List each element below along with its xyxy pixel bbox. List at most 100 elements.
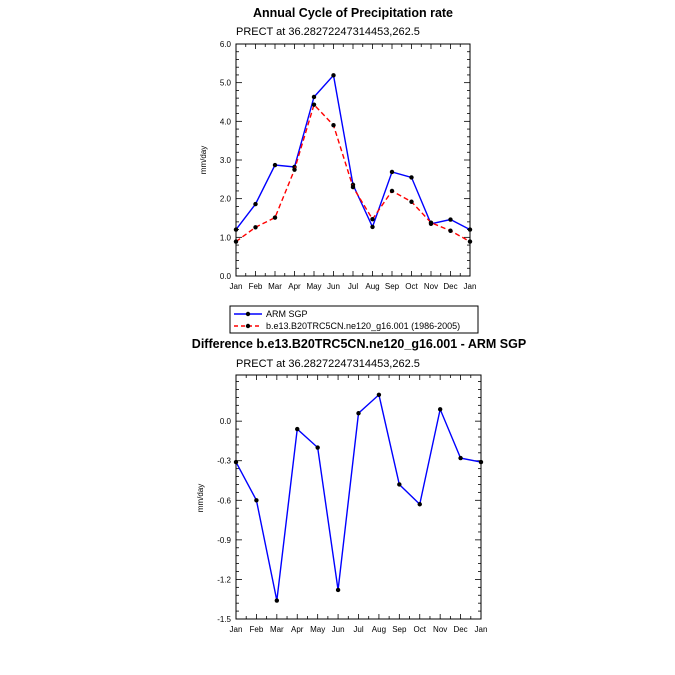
x-tick-label: Oct bbox=[405, 282, 418, 291]
x-tick-label: Jul bbox=[353, 625, 363, 634]
series-group bbox=[233, 392, 484, 603]
x-tick-label: Nov bbox=[424, 282, 438, 291]
y-axis-label: mm/day bbox=[199, 146, 208, 174]
legend-label-arm-sgp: ARM SGP bbox=[266, 309, 308, 319]
x-tick-label: Dec bbox=[443, 282, 457, 291]
annual-cycle-chart: Annual Cycle of Precipitation rate PRECT… bbox=[199, 6, 476, 291]
x-tick-label: Feb bbox=[250, 625, 264, 634]
data-point bbox=[315, 445, 320, 450]
x-tick-label: Jan bbox=[475, 625, 488, 634]
data-point bbox=[272, 215, 278, 220]
legend-label-model: b.e13.B20TRC5CN.ne120_g16.001 (1986-2005… bbox=[266, 321, 460, 331]
x-tick-label: Jan bbox=[464, 282, 477, 291]
x-tick-label: Apr bbox=[288, 282, 301, 291]
data-point bbox=[478, 459, 484, 465]
x-tick-label: Aug bbox=[372, 625, 386, 634]
y-tick-label: 5.0 bbox=[220, 79, 232, 88]
y-tick-labels: 0.0 1.0 2.0 3.0 4.0 5.0 6.0 bbox=[220, 40, 232, 281]
x-tick-label: May bbox=[306, 282, 321, 291]
chart-subtitle: PRECT at 36.28272247314453,262.5 bbox=[236, 26, 420, 38]
series-line-0 bbox=[235, 393, 482, 601]
x-tick-label: Apr bbox=[291, 625, 304, 634]
data-point bbox=[233, 239, 239, 244]
data-point bbox=[331, 73, 336, 78]
y-tick-label: -1.5 bbox=[217, 615, 231, 624]
data-point bbox=[467, 239, 473, 244]
x-tick-label: Nov bbox=[433, 625, 447, 634]
legend-marker-arm-sgp bbox=[245, 311, 251, 317]
data-point bbox=[311, 94, 317, 100]
axis-ticks bbox=[235, 375, 482, 620]
data-point bbox=[233, 459, 239, 465]
data-point bbox=[253, 225, 258, 230]
data-point bbox=[233, 227, 239, 232]
x-tick-labels: Jan Feb Mar Apr May Jun Jul Aug Sep Oct Nov Dec Jan bbox=[230, 625, 488, 634]
difference-chart: Difference b.e13.B20TRC5CN.ne120_g16.001… bbox=[192, 337, 526, 634]
y-tick-label: -0.9 bbox=[217, 536, 231, 545]
data-point bbox=[356, 411, 361, 416]
x-tick-label: Jan bbox=[230, 625, 243, 634]
y-axis-label: mm/day bbox=[196, 484, 205, 512]
data-point bbox=[254, 498, 259, 503]
data-point bbox=[272, 162, 278, 168]
data-point bbox=[467, 227, 473, 232]
data-point bbox=[409, 199, 414, 204]
data-point bbox=[274, 598, 280, 603]
y-tick-label: 0.0 bbox=[220, 272, 232, 281]
data-point bbox=[253, 201, 258, 207]
x-tick-label: Sep bbox=[385, 282, 400, 291]
data-point bbox=[389, 169, 395, 175]
data-point bbox=[370, 216, 375, 222]
y-tick-label: -0.3 bbox=[217, 457, 231, 466]
x-tick-label: Jan bbox=[230, 282, 243, 291]
series-group bbox=[233, 73, 473, 244]
data-point bbox=[370, 224, 375, 230]
y-tick-label: 2.0 bbox=[220, 195, 232, 204]
x-tick-label: Feb bbox=[249, 282, 263, 291]
x-tick-label: Jun bbox=[327, 282, 340, 291]
x-tick-label: Aug bbox=[365, 282, 379, 291]
x-tick-label: Sep bbox=[392, 625, 407, 634]
x-tick-label: Dec bbox=[453, 625, 467, 634]
data-point bbox=[417, 502, 422, 507]
data-point bbox=[458, 455, 463, 461]
y-tick-label: 3.0 bbox=[220, 156, 232, 165]
plot-frame bbox=[235, 43, 471, 277]
data-point bbox=[292, 167, 297, 172]
data-point bbox=[428, 220, 434, 225]
legend-box bbox=[229, 305, 479, 334]
y-tick-label: 6.0 bbox=[220, 40, 232, 49]
y-tick-label: -0.6 bbox=[217, 496, 231, 505]
data-point bbox=[311, 102, 317, 107]
axis-ticks bbox=[235, 43, 471, 277]
y-tick-label: 0.0 bbox=[220, 417, 232, 426]
y-tick-labels: -1.5 -1.2 -0.9 -0.6 -0.3 0.0 bbox=[217, 417, 231, 624]
legend: ARM SGP b.e13.B20TRC5CN.ne120_g16.001 (1… bbox=[229, 305, 479, 334]
data-point bbox=[448, 217, 453, 222]
data-point bbox=[448, 228, 453, 233]
data-point bbox=[397, 482, 402, 487]
data-point bbox=[295, 426, 300, 432]
x-tick-label: Jun bbox=[332, 625, 345, 634]
y-tick-label: 4.0 bbox=[220, 117, 232, 126]
chart-title: Difference b.e13.B20TRC5CN.ne120_g16.001… bbox=[192, 337, 526, 351]
data-point bbox=[335, 587, 341, 593]
x-tick-label: Mar bbox=[270, 625, 284, 634]
data-point bbox=[331, 123, 336, 128]
x-tick-label: Oct bbox=[414, 625, 427, 634]
legend-marker-model bbox=[245, 323, 251, 329]
data-point bbox=[376, 392, 382, 397]
y-tick-label: 1.0 bbox=[220, 233, 232, 242]
data-point bbox=[409, 175, 414, 180]
x-tick-label: May bbox=[310, 625, 325, 634]
x-tick-labels: Jan Feb Mar Apr May Jun Jul Aug Sep Oct Nov Dec Jan bbox=[230, 282, 477, 291]
data-point bbox=[350, 184, 356, 190]
data-point bbox=[437, 407, 443, 412]
x-tick-label: Mar bbox=[268, 282, 282, 291]
series-line-0 bbox=[235, 73, 471, 231]
y-tick-label: -1.2 bbox=[217, 575, 231, 584]
chart-subtitle: PRECT at 36.28272247314453,262.5 bbox=[236, 358, 420, 370]
data-point bbox=[389, 188, 395, 194]
chart-title: Annual Cycle of Precipitation rate bbox=[253, 6, 453, 20]
